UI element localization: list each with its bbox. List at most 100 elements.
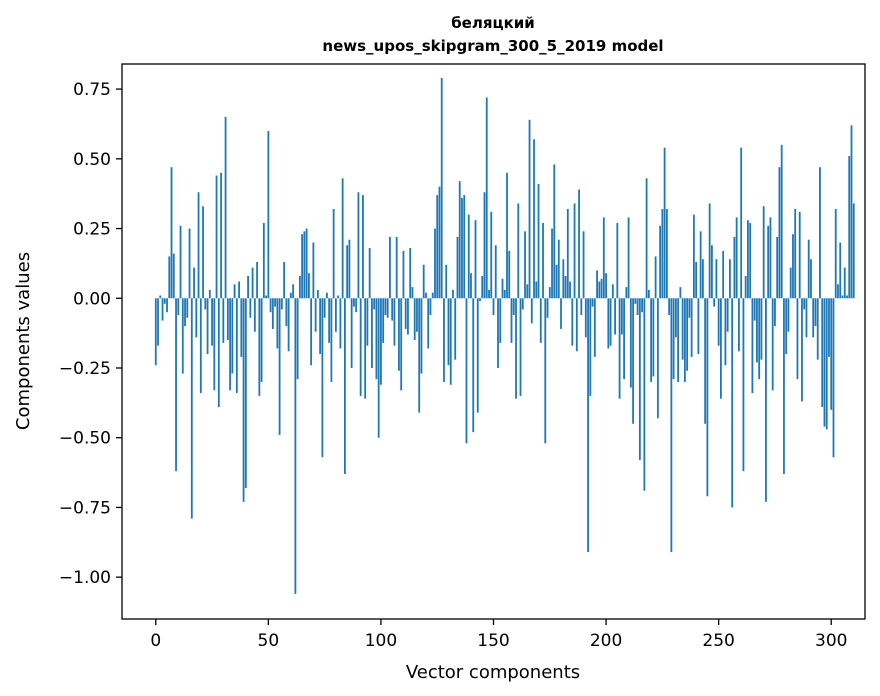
bar (445, 264, 448, 299)
bar (765, 298, 767, 502)
bar (711, 245, 713, 299)
bar (828, 298, 830, 357)
bar (226, 298, 229, 341)
bar (620, 298, 623, 335)
bar (557, 239, 560, 299)
bar (708, 203, 711, 299)
bar (801, 298, 803, 402)
bar (253, 298, 256, 332)
bar (819, 167, 821, 299)
bar (717, 298, 720, 346)
bar (672, 298, 675, 380)
bar (474, 220, 477, 299)
bar (400, 298, 403, 391)
x-tick-label: 200 (590, 631, 622, 651)
bar (774, 298, 776, 327)
bar (796, 298, 799, 380)
bar (386, 298, 389, 318)
bar (681, 298, 684, 360)
bar (794, 209, 797, 299)
bar (332, 209, 335, 299)
bar (627, 217, 630, 299)
bar (364, 298, 367, 399)
bar (472, 298, 475, 433)
bar (186, 298, 189, 318)
bar (404, 298, 407, 329)
bar (368, 248, 371, 299)
bar (204, 298, 207, 310)
bar (190, 298, 193, 519)
bar (235, 298, 238, 394)
bar (366, 298, 369, 346)
bar (265, 295, 267, 299)
bar (222, 298, 225, 343)
bar (168, 256, 171, 299)
bar (341, 178, 344, 299)
bar (447, 298, 450, 366)
bar (323, 298, 326, 318)
y-tick-label: −0.75 (59, 498, 111, 518)
bar (821, 298, 824, 408)
bar (697, 298, 700, 355)
x-tick-label: 100 (365, 631, 397, 651)
bar (744, 275, 747, 299)
bar (208, 289, 211, 299)
bar (789, 267, 792, 299)
bar (751, 298, 754, 394)
bar (193, 267, 195, 299)
bar (303, 231, 306, 299)
bar (812, 298, 815, 338)
bar (758, 298, 761, 380)
bar (654, 256, 657, 299)
bar (553, 164, 556, 299)
bar (377, 298, 380, 438)
bar (316, 289, 319, 299)
bar (294, 298, 297, 594)
bar (609, 298, 612, 346)
y-tick-label: −0.25 (59, 359, 111, 379)
bar (161, 298, 164, 321)
bar (305, 228, 308, 299)
bar (488, 289, 490, 299)
bar (733, 236, 736, 299)
bar (638, 298, 641, 461)
bar (738, 298, 740, 352)
bar (841, 295, 844, 299)
bar (371, 298, 373, 368)
bar (596, 270, 598, 299)
bar (337, 295, 340, 299)
bar (357, 192, 360, 299)
bar (555, 264, 558, 299)
bar (769, 217, 772, 299)
bar (530, 298, 533, 324)
bar (650, 298, 653, 382)
bar (438, 186, 441, 299)
bar (181, 298, 184, 374)
bar (803, 298, 806, 310)
bar (202, 206, 204, 299)
bar (704, 298, 707, 424)
bar (262, 222, 265, 299)
bar (690, 298, 693, 357)
bar (679, 287, 682, 299)
y-tick-label: −0.50 (59, 429, 111, 449)
bar (276, 298, 279, 349)
bar (224, 116, 227, 299)
bar (551, 228, 553, 299)
bar (632, 298, 634, 424)
bar (665, 209, 668, 299)
bar (443, 298, 445, 382)
y-tick-label: 0.50 (73, 150, 111, 170)
bar (512, 298, 515, 315)
bar (623, 298, 625, 380)
bar (479, 298, 481, 302)
bar (792, 234, 794, 299)
bar (636, 298, 639, 315)
bar (850, 125, 853, 299)
bar (747, 220, 749, 299)
bar (825, 298, 828, 430)
bar (172, 253, 175, 299)
bar (517, 203, 520, 299)
bar (233, 284, 236, 299)
